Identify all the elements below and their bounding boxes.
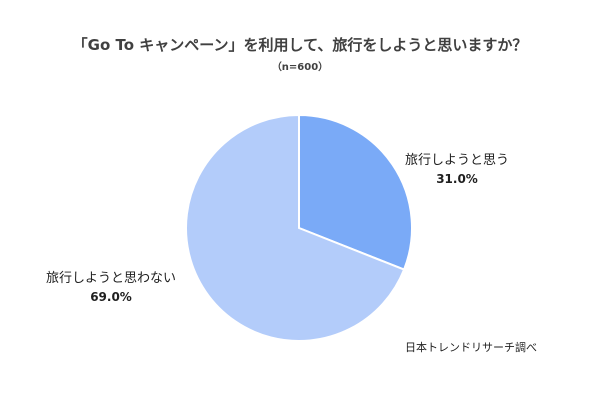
slice-percent: 69.0% [90, 290, 132, 304]
slice-label-text: 旅行しようと思わない [46, 271, 177, 286]
chart-title: 「Go To キャンペーン」を利用して、旅行をしようと思いますか？ [72, 36, 528, 54]
pie-slice-1 [185, 113, 406, 342]
source-note: 日本トレンドリサーチ調べ [405, 341, 537, 354]
slice-percent: 31.0% [436, 172, 478, 186]
slice-label-text: 旅行しようと思う [405, 153, 510, 168]
chart-subtitle: （n=600） [271, 62, 329, 73]
slice-label-will-not-travel: 旅行しようと思わない 69.0% [46, 270, 176, 306]
slice-label-will-travel: 旅行しようと思う 31.0% [405, 152, 509, 188]
pie-slice-0 [298, 113, 413, 271]
